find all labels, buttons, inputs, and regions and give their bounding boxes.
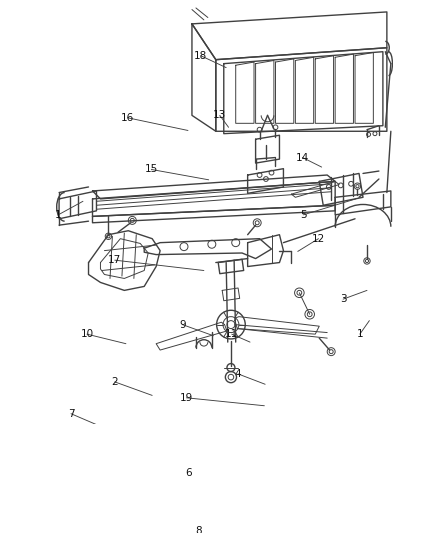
Text: 14: 14	[296, 152, 309, 163]
Text: 10: 10	[80, 329, 93, 339]
Text: 17: 17	[108, 255, 121, 265]
Text: 12: 12	[312, 233, 325, 244]
Text: 3: 3	[340, 294, 346, 304]
Text: 7: 7	[68, 409, 74, 419]
Text: 11: 11	[225, 329, 238, 339]
Text: 16: 16	[121, 113, 134, 123]
Text: 15: 15	[145, 165, 158, 174]
Text: 4: 4	[235, 369, 241, 379]
Text: 8: 8	[195, 527, 201, 533]
Text: 19: 19	[180, 393, 193, 403]
Text: 18: 18	[194, 51, 207, 61]
Text: 2: 2	[111, 377, 118, 387]
Text: 6: 6	[185, 469, 192, 479]
Text: 1: 1	[55, 210, 62, 220]
Text: 13: 13	[213, 110, 226, 120]
Text: 1: 1	[357, 329, 363, 339]
Text: 5: 5	[300, 210, 307, 220]
Text: 9: 9	[179, 320, 186, 329]
